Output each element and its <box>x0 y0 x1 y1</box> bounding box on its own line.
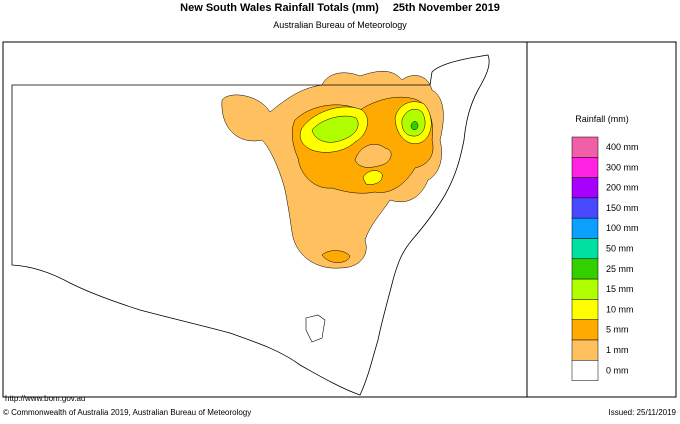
legend-label: 5 mm <box>606 325 629 335</box>
legend: Rainfall (mm) 400 mm 300 mm 200 mm 150 mm 10… <box>571 114 639 381</box>
legend-label: 0 mm <box>606 365 629 375</box>
legend-swatch <box>571 177 599 199</box>
legend-swatch <box>571 157 599 178</box>
area-10mm-small <box>362 170 383 185</box>
legend-label: 100 mm <box>606 223 639 233</box>
title: New South Wales Rainfall Totals (mm) 25th… <box>180 2 500 14</box>
legend-swatch <box>571 360 599 381</box>
legend-label: 400 mm <box>606 142 639 152</box>
url: http://www.bom.gov.au <box>5 394 85 403</box>
area-25mm <box>410 121 419 130</box>
title-text: New South Wales Rainfall Totals (mm) <box>180 2 379 14</box>
legend-swatch <box>571 319 599 341</box>
nsw-outline <box>11 54 490 396</box>
rainfall-areas <box>221 71 444 269</box>
copyright: © Commonwealth of Australia 2019, Austra… <box>3 408 251 417</box>
legend-label: 25 mm <box>606 264 634 274</box>
legend-swatch <box>571 258 599 280</box>
legend-title: Rainfall (mm) <box>575 114 629 124</box>
legend-swatch <box>571 217 599 239</box>
legend-label: 10 mm <box>606 304 634 314</box>
legend-swatch <box>571 197 599 219</box>
legend-label: 1 mm <box>606 345 629 355</box>
subtitle: Australian Bureau of Meteorology <box>273 20 407 30</box>
issued: Issued: 25/11/2019 <box>609 408 677 417</box>
area-5mm-small <box>321 250 351 263</box>
area-15mm <box>311 115 359 143</box>
legend-swatch <box>571 238 599 260</box>
legend-swatch <box>571 278 599 300</box>
date-text: 25th November 2019 <box>393 2 500 14</box>
act-outline <box>305 314 326 343</box>
legend-label: 50 mm <box>606 244 634 254</box>
legend-label: 15 mm <box>606 284 634 294</box>
legend-swatch <box>571 339 599 361</box>
legend-label: 300 mm <box>606 162 639 172</box>
legend-swatch <box>571 136 599 158</box>
area-1mm-inner <box>354 144 392 168</box>
legend-label: 200 mm <box>606 183 639 193</box>
legend-swatch <box>571 299 599 320</box>
frame <box>2 41 677 398</box>
legend-label: 150 mm <box>606 203 639 213</box>
